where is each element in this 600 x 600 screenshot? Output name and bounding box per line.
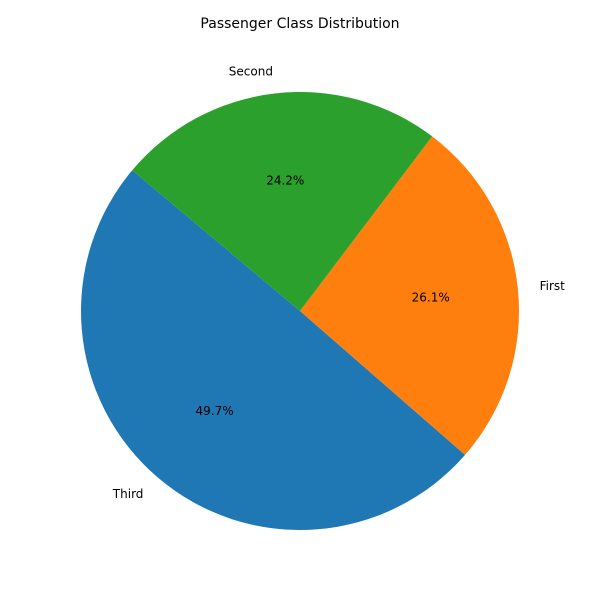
- pie-percent-label-first: 26.1%: [412, 290, 450, 304]
- pie-slice-first: [300, 136, 519, 455]
- pie-category-label-first: First: [540, 279, 566, 293]
- pie-labels: 49.7% Third 26.1% First 24.2% Second: [112, 65, 565, 501]
- pie-category-label-third: Third: [112, 487, 144, 501]
- pie-percent-label-second: 24.2%: [266, 173, 304, 187]
- pie-category-label-second: Second: [229, 65, 273, 79]
- pie-slice-third: [80, 170, 466, 531]
- pie-slices: [80, 91, 519, 531]
- chart-title: Passenger Class Distribution: [200, 16, 399, 32]
- pie-slice-second: [132, 91, 433, 311]
- pie-percent-label-third: 49.7%: [196, 404, 234, 418]
